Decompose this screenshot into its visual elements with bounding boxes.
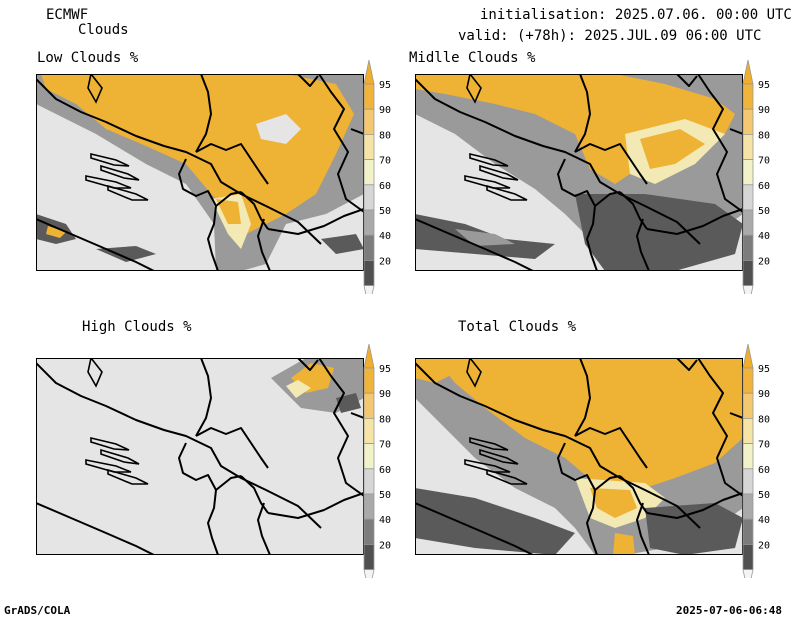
map-panel-low [36,74,364,271]
svg-text:70: 70 [758,440,770,451]
colorbar-2: 95 90 80 70 60 50 40 20 [741,58,783,310]
svg-text:60: 60 [758,465,770,476]
svg-text:95: 95 [379,80,391,91]
footer-timestamp: 2025-07-06-06:48 [676,604,782,617]
colorbar-4: 95 90 80 70 60 50 40 20 [741,342,783,594]
panel-title-low: Low Clouds % [37,50,139,66]
svg-text:90: 90 [758,105,770,116]
svg-text:70: 70 [379,156,391,167]
svg-text:80: 80 [379,130,391,141]
svg-text:40: 40 [379,515,391,526]
svg-text:90: 90 [758,389,770,400]
svg-text:70: 70 [379,440,391,451]
panel-title-high: High Clouds % [82,319,192,335]
map-panel-total [415,358,743,555]
svg-text:60: 60 [379,181,391,192]
model-name: ECMWF [46,7,89,23]
map-panel-high [36,358,364,555]
footer-software: GrADS/COLA [4,604,71,617]
svg-text:50: 50 [379,490,391,501]
svg-text:60: 60 [758,181,770,192]
svg-text:50: 50 [758,490,770,501]
svg-text:20: 20 [379,256,391,267]
svg-text:90: 90 [379,105,391,116]
init-time: initialisation: 2025.07.06. 00:00 UTC [480,7,792,23]
colorbar-1: 95 90 80 70 60 50 40 20 [362,58,404,310]
svg-text:80: 80 [758,130,770,141]
svg-text:40: 40 [758,515,770,526]
svg-text:80: 80 [379,414,391,425]
svg-text:20: 20 [379,540,391,551]
product-name: Clouds [78,22,129,38]
svg-text:95: 95 [758,80,770,91]
svg-text:70: 70 [758,156,770,167]
svg-text:60: 60 [379,465,391,476]
svg-text:95: 95 [758,364,770,375]
svg-text:50: 50 [758,206,770,217]
svg-text:40: 40 [758,231,770,242]
svg-text:20: 20 [758,540,770,551]
panel-title-total: Total Clouds % [458,319,577,335]
svg-text:20: 20 [758,256,770,267]
svg-text:40: 40 [379,231,391,242]
svg-text:80: 80 [758,414,770,425]
svg-text:50: 50 [379,206,391,217]
colorbar-3: 95 90 80 70 60 50 40 20 [362,342,404,594]
map-panel-middle [415,74,743,271]
svg-text:90: 90 [379,389,391,400]
panel-title-middle: Midlle Clouds % [409,50,536,66]
valid-time: valid: (+78h): 2025.JUL.09 06:00 UTC [458,28,762,44]
svg-text:95: 95 [379,364,391,375]
